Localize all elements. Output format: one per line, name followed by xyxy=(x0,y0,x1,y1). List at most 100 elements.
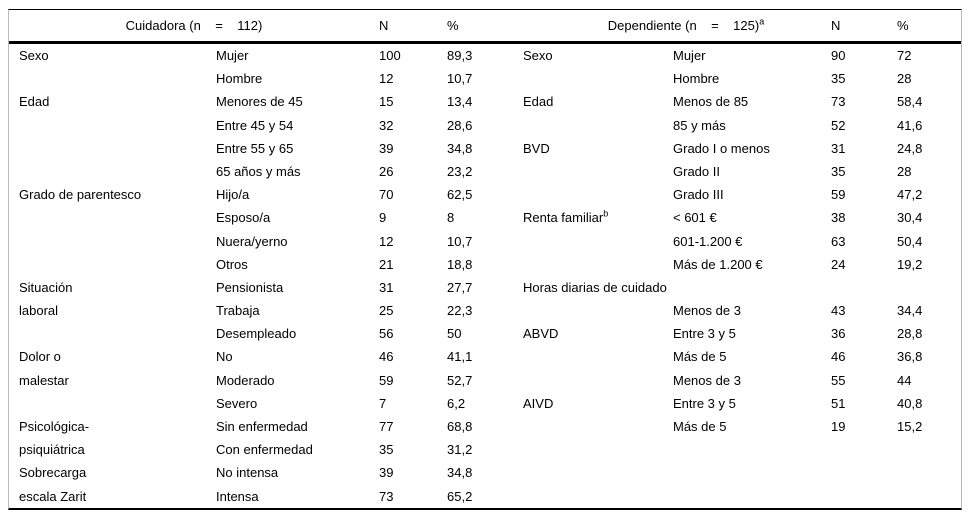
dependent-group-title: Dependiente (n = 125) xyxy=(607,18,760,33)
right-subcategory-cell: Mujer xyxy=(673,48,706,63)
left-subcategory-cell: Hijo/a xyxy=(216,187,250,203)
right-subcategory-cell xyxy=(673,485,831,508)
right-category-cell xyxy=(523,438,673,461)
table-body: Sexo Mujer 100 89,3 Sexo Mujer 90 72 Hombre 12 10,… xyxy=(9,44,961,508)
right-category-cell xyxy=(523,230,673,253)
left-category-cell: Grado de parentesco xyxy=(19,187,142,203)
right-category-cell: Sexo xyxy=(523,44,673,67)
left-category-cell xyxy=(9,322,216,345)
left-category-cell: Sobrecarga xyxy=(19,465,87,481)
right-category-cell xyxy=(523,415,673,438)
left-category-cell: Sexo xyxy=(19,48,49,63)
right-pct-cell: 44 xyxy=(897,372,912,388)
right-pct-cell xyxy=(897,485,961,508)
left-pct-cell: 27,7 xyxy=(447,279,473,295)
dependent-n-header: N xyxy=(831,18,841,33)
left-n-cell: 100 xyxy=(379,48,401,63)
right-pct-cell xyxy=(897,276,961,299)
left-n-cell: 73 xyxy=(379,488,394,504)
right-category-cell: Renta familiarb xyxy=(523,206,673,229)
right-pct-cell: 36,8 xyxy=(897,349,923,365)
right-pct-cell: 28 xyxy=(897,71,912,87)
right-pct-cell xyxy=(897,461,961,484)
right-n-cell: 52 xyxy=(831,117,846,133)
right-subcategory-cell: < 601 € xyxy=(673,210,717,226)
left-category-cell xyxy=(9,160,216,183)
right-category-cell xyxy=(523,461,673,484)
right-category-cell: AIVD xyxy=(523,392,673,415)
left-pct-cell: 89,3 xyxy=(447,48,473,63)
left-pct-cell: 10,7 xyxy=(447,233,473,249)
left-n-cell: 31 xyxy=(379,279,394,295)
left-pct-cell: 13,4 xyxy=(447,94,473,110)
right-pct-cell: 15,2 xyxy=(897,419,923,434)
right-pct-cell: 40,8 xyxy=(897,395,923,411)
left-subcategory-cell: Mujer xyxy=(216,48,249,63)
right-category-cell xyxy=(523,160,673,183)
table-header-row: Cuidadora (n = 112) N % Dependiente (n =… xyxy=(9,10,961,44)
left-subcategory-cell: Desempleado xyxy=(216,326,297,342)
left-category-cell xyxy=(9,392,216,415)
left-subcategory-cell: No intensa xyxy=(216,465,279,481)
left-subcategory-cell: 65 años y más xyxy=(216,163,301,179)
left-n-cell: 21 xyxy=(379,256,394,272)
right-pct-cell: 41,6 xyxy=(897,117,923,133)
left-n-cell: 12 xyxy=(379,71,394,87)
left-pct-cell: 22,3 xyxy=(447,303,473,319)
right-category-cell: Edad xyxy=(523,90,673,113)
right-category-cell: BVD xyxy=(523,137,673,160)
right-pct-cell: 19,2 xyxy=(897,256,923,272)
left-n-cell: 9 xyxy=(379,210,387,226)
right-subcategory-cell: Entre 3 y 5 xyxy=(673,395,736,411)
right-n-cell: 73 xyxy=(831,94,846,110)
footnote-marker-b: b xyxy=(603,208,609,219)
left-n-cell: 59 xyxy=(379,372,394,388)
right-n-cell: 24 xyxy=(831,256,846,272)
left-subcategory-cell: Menores de 45 xyxy=(216,94,303,110)
right-subcategory-cell: Entre 3 y 5 xyxy=(673,326,736,342)
left-category-cell: psiquiátrica xyxy=(19,442,85,458)
left-subcategory-cell: Moderado xyxy=(216,372,275,388)
caregiver-group-title: Cuidadora (n = 112) xyxy=(125,18,263,33)
right-subcategory-cell: Grado I o menos xyxy=(673,140,770,156)
right-n-cell: 51 xyxy=(831,395,846,411)
right-subcategory-cell: Menos de 3 xyxy=(673,372,741,388)
right-category-cell xyxy=(523,345,673,368)
left-n-cell: 35 xyxy=(379,442,394,458)
left-n-cell: 26 xyxy=(379,163,394,179)
left-subcategory-cell: Nuera/yerno xyxy=(216,233,288,249)
right-category-cell xyxy=(523,485,673,508)
right-category-cell xyxy=(523,114,673,137)
right-n-cell xyxy=(831,461,897,484)
caregiver-n-header: N xyxy=(379,18,389,33)
left-category-cell: malestar xyxy=(19,372,69,388)
right-pct-cell xyxy=(897,438,961,461)
left-subcategory-cell: Trabaja xyxy=(216,303,260,319)
right-pct-cell: 30,4 xyxy=(897,210,923,226)
left-category-cell xyxy=(9,206,216,229)
left-n-cell: 12 xyxy=(379,233,394,249)
left-subcategory-cell: Hombre xyxy=(216,71,263,87)
left-pct-cell: 8 xyxy=(447,210,455,226)
left-category-cell: escala Zarit xyxy=(19,488,87,504)
left-subcategory-cell: Severo xyxy=(216,395,258,411)
right-category-label: AIVD xyxy=(523,395,554,411)
left-category-cell xyxy=(9,253,216,276)
left-subcategory-cell: Entre 45 y 54 xyxy=(216,117,294,133)
right-subcategory-cell: Menos de 3 xyxy=(673,303,741,319)
right-n-cell: 46 xyxy=(831,349,846,365)
left-category-cell xyxy=(9,67,216,90)
footnote-marker-a: a xyxy=(759,16,765,27)
right-category-label: ABVD xyxy=(523,326,559,342)
right-n-cell: 36 xyxy=(831,326,846,342)
right-category-label: BVD xyxy=(523,140,550,156)
right-subcategory-cell: Grado II xyxy=(673,163,720,179)
right-n-cell xyxy=(831,438,897,461)
left-n-cell: 77 xyxy=(379,419,394,434)
right-n-cell: 59 xyxy=(831,187,846,203)
left-pct-cell: 65,2 xyxy=(447,488,473,504)
right-subcategory-cell: 85 y más xyxy=(673,117,726,133)
right-pct-cell: 28,8 xyxy=(897,326,923,342)
left-n-cell: 39 xyxy=(379,140,394,156)
left-n-cell: 32 xyxy=(379,117,394,133)
